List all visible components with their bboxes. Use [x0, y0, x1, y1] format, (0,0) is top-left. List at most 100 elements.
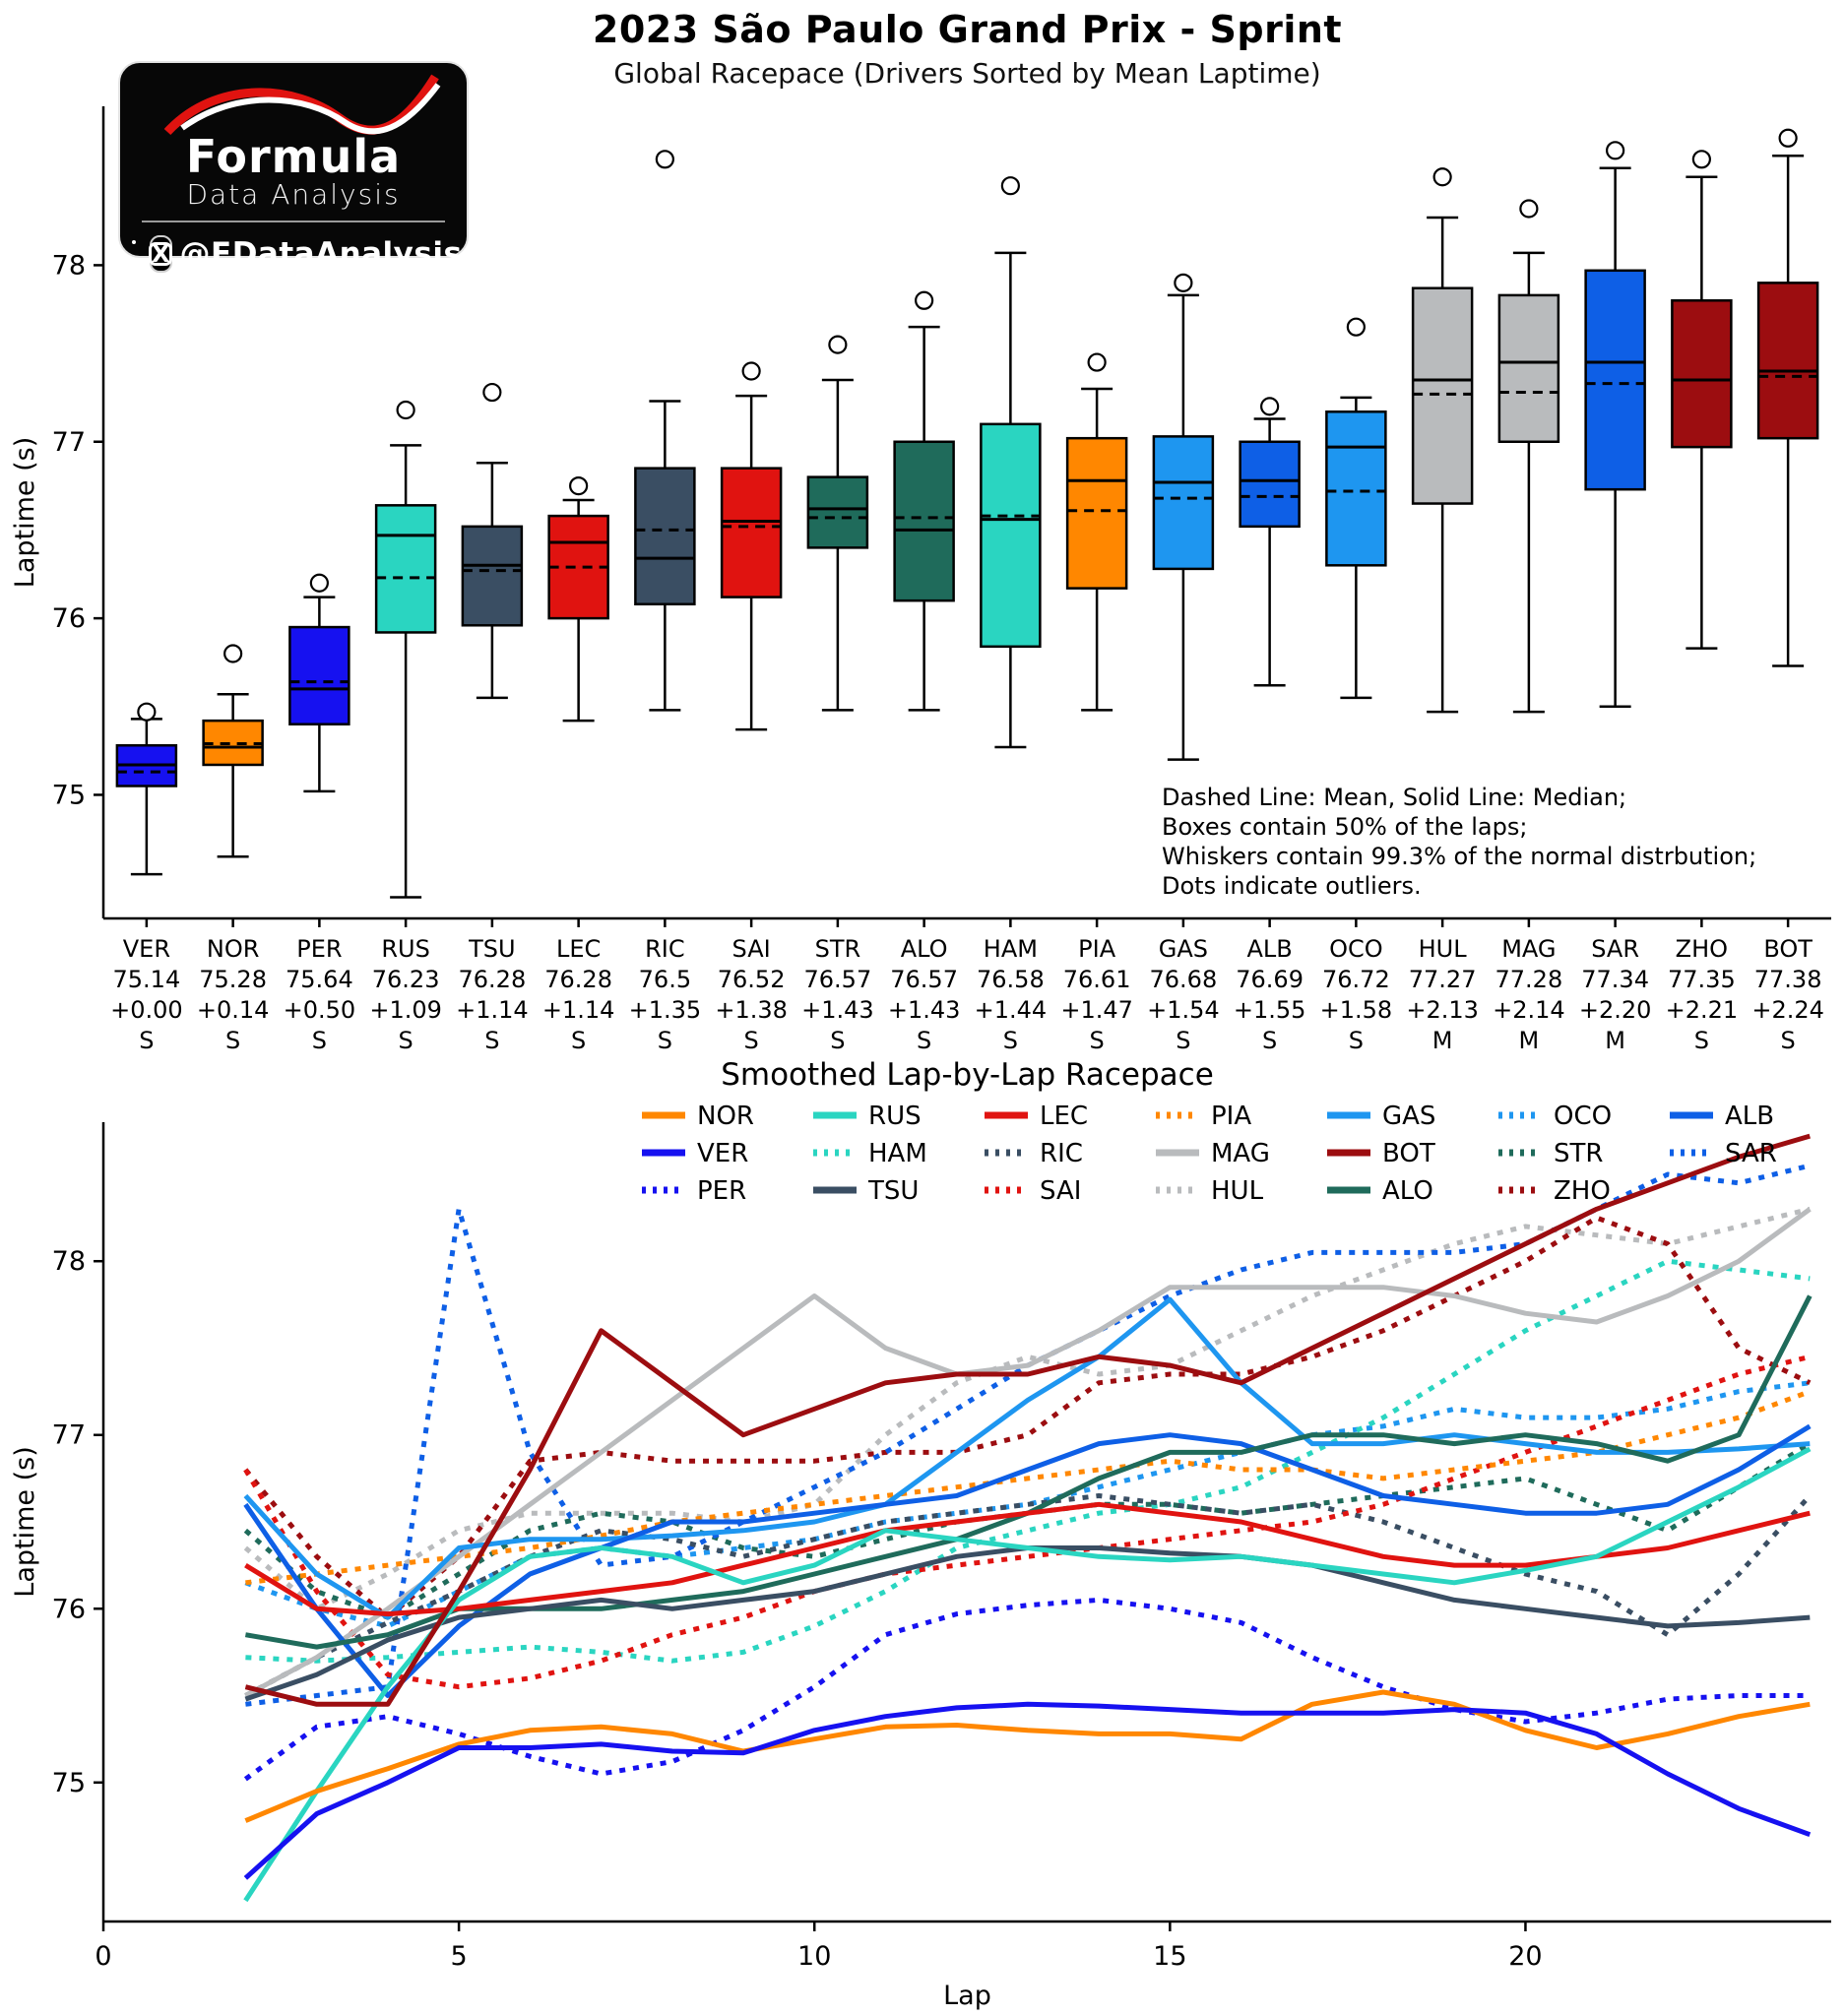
box-NOR — [202, 644, 264, 858]
driver-mean-laptime: 76.72 — [1322, 966, 1390, 993]
driver-delta: +0.50 — [284, 996, 356, 1024]
driver-delta: +1.38 — [715, 996, 788, 1024]
logo-swoosh-icon — [163, 74, 441, 136]
driver-code: ZHO — [1676, 935, 1728, 963]
boxplot-ytick: 76 — [52, 603, 86, 634]
boxplot-ylabel: Laptime (s) — [10, 437, 40, 588]
legend-label: PER — [697, 1176, 746, 1206]
linechart-ytick: 78 — [52, 1246, 86, 1277]
series-NOR — [244, 1689, 1811, 1823]
driver-mean-laptime: 75.64 — [286, 966, 353, 993]
legend-label: SAR — [1725, 1139, 1777, 1168]
legend-label: HAM — [868, 1139, 927, 1168]
linechart-title: Smoothed Lap-by-Lap Racepace — [721, 1057, 1214, 1093]
driver-delta: +0.14 — [197, 996, 270, 1024]
formula-data-analysis-logo: Formula Data Analysis X @FDataAnalysis — [118, 61, 469, 273]
box-HUL — [1411, 167, 1474, 714]
series-PIA — [245, 1389, 1812, 1586]
series-PER — [243, 1597, 1811, 1782]
page-subtitle: Global Racepace (Drivers Sorted by Mean … — [613, 57, 1321, 90]
driver-mean-laptime: 77.27 — [1409, 966, 1477, 993]
box-SAR — [1584, 141, 1646, 709]
driver-tyre: S — [658, 1027, 672, 1054]
driver-mean-laptime: 76.23 — [372, 966, 440, 993]
legend-label: TSU — [867, 1176, 919, 1206]
driver-code: STR — [815, 935, 861, 963]
driver-mean-laptime: 76.58 — [977, 966, 1045, 993]
box-RIC — [634, 150, 696, 712]
driver-mean-laptime: 77.28 — [1495, 966, 1563, 993]
legend-label: BOT — [1382, 1139, 1435, 1168]
driver-tyre: S — [830, 1027, 845, 1054]
logo-social-row: X @FDataAnalysis — [132, 232, 462, 276]
linechart-legend — [642, 1111, 1713, 1194]
driver-tyre: M — [1519, 1027, 1540, 1054]
annotation-line: Whiskers contain 99.3% of the normal dis… — [1162, 843, 1757, 870]
series-GAS — [243, 1296, 1811, 1620]
boxplot-annotation: Dashed Line: Mean, Solid Line: Median; B… — [1162, 783, 1756, 901]
boxplot-ytick: 75 — [52, 780, 86, 810]
driver-delta: +1.09 — [369, 996, 442, 1024]
driver-delta: +2.13 — [1406, 996, 1479, 1024]
logo-divider — [142, 220, 445, 222]
driver-code: HUL — [1419, 935, 1468, 963]
driver-code: RUS — [381, 935, 429, 963]
box-BOT — [1756, 128, 1819, 667]
driver-code: PIA — [1078, 935, 1116, 963]
legend-label: RUS — [868, 1102, 922, 1131]
driver-delta: +2.14 — [1493, 996, 1565, 1024]
driver-tyre: S — [1781, 1027, 1796, 1054]
driver-code: NOR — [207, 935, 260, 963]
driver-mean-laptime: 75.14 — [113, 966, 181, 993]
driver-tyre: S — [139, 1027, 154, 1054]
driver-delta: +1.44 — [975, 996, 1048, 1024]
driver-delta: +1.55 — [1234, 996, 1306, 1024]
driver-code: BOT — [1763, 935, 1813, 963]
driver-mean-laptime: 76.28 — [459, 966, 527, 993]
driver-tyre: S — [484, 1027, 499, 1054]
series-RUS — [243, 1446, 1812, 1903]
linechart-xtick: 5 — [451, 1941, 468, 1972]
logo-tagline: Data Analysis — [186, 178, 401, 211]
driver-tyre: M — [1432, 1027, 1453, 1054]
driver-mean-laptime: 75.28 — [199, 966, 267, 993]
driver-code: OCO — [1329, 935, 1383, 963]
series-SAI — [243, 1354, 1811, 1690]
legend-label: PIA — [1211, 1102, 1251, 1131]
annotation-line: Boxes contain 50% of the laps; — [1162, 813, 1528, 841]
driver-code: LEC — [556, 935, 601, 963]
series-TSU — [244, 1545, 1811, 1702]
driver-delta: +2.20 — [1579, 996, 1652, 1024]
linechart-xtick: 20 — [1508, 1941, 1542, 1972]
series-ALB — [243, 1423, 1812, 1698]
driver-delta: +2.21 — [1666, 996, 1739, 1024]
driver-tyre: S — [571, 1027, 586, 1054]
box-LEC — [547, 475, 609, 723]
page-title: 2023 São Paulo Grand Prix - Sprint — [592, 8, 1343, 51]
driver-code: ALO — [901, 935, 948, 963]
box-PIA — [1065, 352, 1128, 712]
box-GAS — [1152, 273, 1215, 761]
driver-tyre: S — [399, 1027, 414, 1054]
series-SAR — [245, 1163, 1811, 1707]
linechart-ytick: 75 — [52, 1768, 86, 1798]
driver-mean-laptime: 76.28 — [544, 966, 612, 993]
series-HAM — [245, 1258, 1811, 1664]
driver-tyre: S — [1003, 1027, 1018, 1054]
series-RIC — [244, 1493, 1813, 1698]
driver-code: VER — [123, 935, 170, 963]
driver-tyre: S — [225, 1027, 240, 1054]
legend-label: NOR — [697, 1102, 754, 1131]
linechart-xtick: 0 — [95, 1941, 111, 1972]
boxplot-ytick: 78 — [52, 250, 86, 281]
box-ALO — [893, 290, 955, 712]
driver-delta: +2.24 — [1751, 996, 1824, 1024]
driver-mean-laptime: 77.35 — [1668, 966, 1736, 993]
driver-mean-laptime: 77.34 — [1581, 966, 1649, 993]
series-BOT — [244, 1133, 1812, 1707]
driver-mean-laptime: 76.68 — [1150, 966, 1218, 993]
linechart-xtick: 15 — [1153, 1941, 1186, 1972]
driver-tyre: S — [1176, 1027, 1190, 1054]
driver-tyre: M — [1605, 1027, 1625, 1054]
